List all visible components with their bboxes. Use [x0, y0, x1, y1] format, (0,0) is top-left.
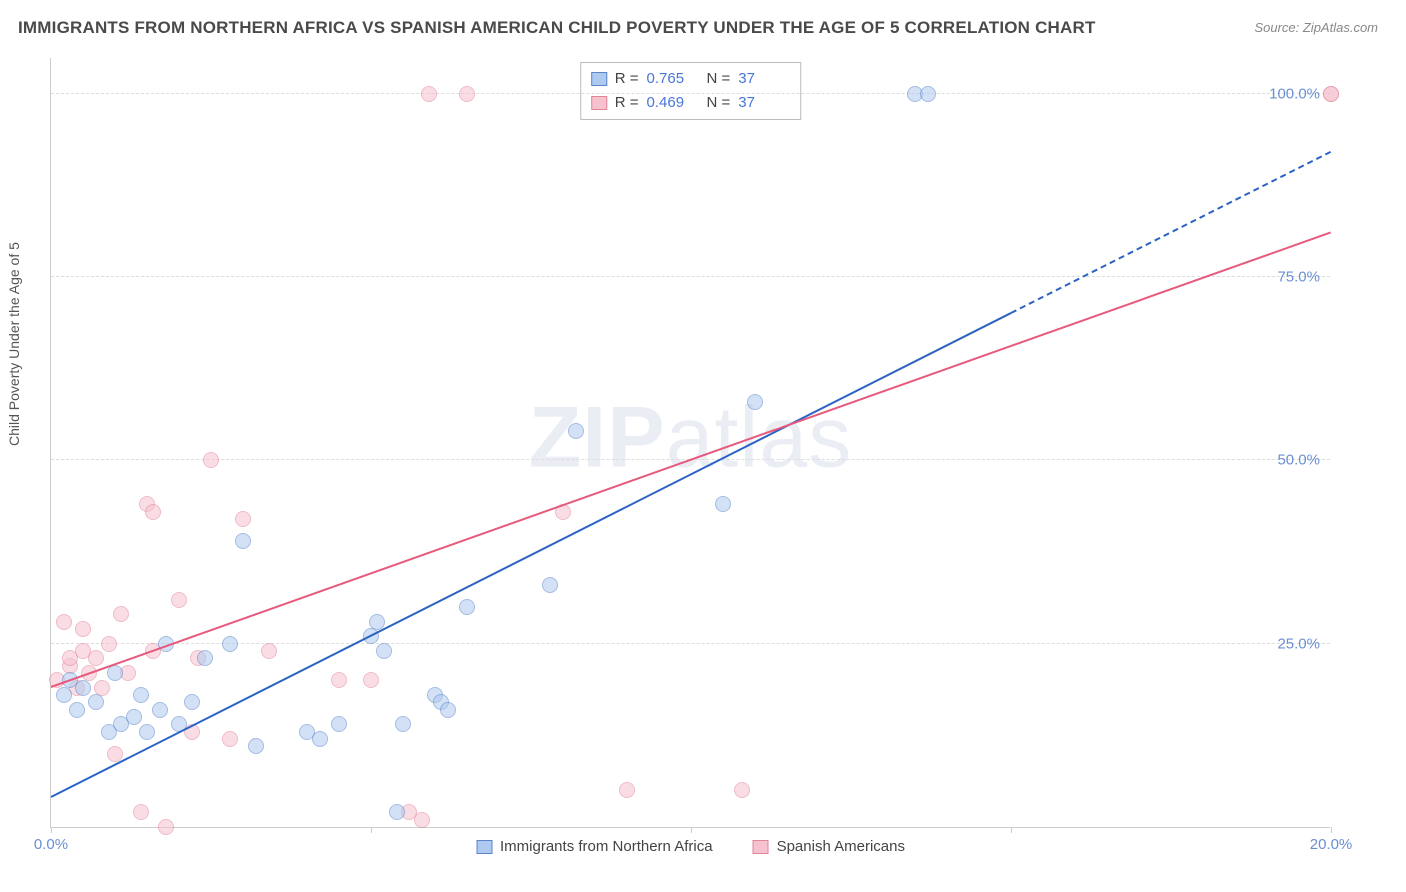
data-point	[88, 694, 104, 710]
x-tick-label: 20.0%	[1310, 836, 1353, 853]
r-value: 0.469	[647, 91, 699, 115]
legend-label: Spanish Americans	[777, 838, 905, 855]
data-point	[56, 614, 72, 630]
y-tick-label: 100.0%	[1269, 85, 1320, 102]
data-point	[222, 636, 238, 652]
stat-row-pink: R = 0.469 N = 37	[591, 91, 791, 115]
r-value: 0.765	[647, 67, 699, 91]
data-point	[747, 394, 763, 410]
data-point	[145, 504, 161, 520]
gridline	[51, 93, 1330, 94]
legend-item-blue: Immigrants from Northern Africa	[476, 838, 713, 855]
data-point	[75, 680, 91, 696]
swatch-blue-icon	[591, 72, 607, 86]
data-point	[235, 533, 251, 549]
x-tick-mark	[1011, 827, 1012, 833]
data-point	[363, 672, 379, 688]
data-point	[248, 738, 264, 754]
correlation-stats-box: R = 0.765 N = 37 R = 0.469 N = 37	[580, 62, 802, 120]
data-point	[56, 687, 72, 703]
r-label: R =	[615, 67, 639, 91]
data-point	[421, 86, 437, 102]
data-point	[331, 672, 347, 688]
x-tick-mark	[51, 827, 52, 833]
data-point	[235, 511, 251, 527]
swatch-pink-icon	[753, 840, 769, 854]
source-attribution: Source: ZipAtlas.com	[1254, 20, 1378, 35]
data-point	[222, 731, 238, 747]
data-point	[1323, 86, 1339, 102]
data-point	[261, 643, 277, 659]
data-point	[69, 702, 85, 718]
data-point	[197, 650, 213, 666]
data-point	[619, 782, 635, 798]
x-tick-mark	[1331, 827, 1332, 833]
data-point	[101, 636, 117, 652]
data-point	[376, 643, 392, 659]
data-point	[920, 86, 936, 102]
series-legend: Immigrants from Northern Africa Spanish …	[476, 838, 905, 855]
y-tick-label: 75.0%	[1277, 269, 1320, 286]
scatter-plot-area: ZIPatlas R = 0.765 N = 37 R = 0.469 N = …	[50, 58, 1330, 828]
y-tick-label: 25.0%	[1277, 635, 1320, 652]
legend-label: Immigrants from Northern Africa	[500, 838, 713, 855]
data-point	[139, 724, 155, 740]
data-point	[75, 621, 91, 637]
n-value: 37	[738, 91, 790, 115]
legend-item-pink: Spanish Americans	[753, 838, 905, 855]
stat-row-blue: R = 0.765 N = 37	[591, 67, 791, 91]
x-tick-mark	[691, 827, 692, 833]
n-value: 37	[738, 67, 790, 91]
data-point	[158, 819, 174, 835]
data-point	[152, 702, 168, 718]
data-point	[107, 746, 123, 762]
data-point	[414, 812, 430, 828]
data-point	[459, 599, 475, 615]
y-tick-label: 50.0%	[1277, 452, 1320, 469]
gridline	[51, 643, 1330, 644]
swatch-pink-icon	[591, 96, 607, 110]
n-label: N =	[707, 67, 731, 91]
data-point	[715, 496, 731, 512]
data-point	[312, 731, 328, 747]
data-point	[203, 452, 219, 468]
x-tick-label: 0.0%	[34, 836, 68, 853]
data-point	[184, 694, 200, 710]
data-point	[331, 716, 347, 732]
data-point	[171, 592, 187, 608]
trend-line	[51, 312, 1012, 798]
gridline	[51, 276, 1330, 277]
data-point	[734, 782, 750, 798]
data-point	[389, 804, 405, 820]
n-label: N =	[707, 91, 731, 115]
y-axis-label: Child Poverty Under the Age of 5	[6, 242, 22, 446]
data-point	[126, 709, 142, 725]
data-point	[113, 606, 129, 622]
swatch-blue-icon	[476, 840, 492, 854]
data-point	[568, 423, 584, 439]
data-point	[440, 702, 456, 718]
x-tick-mark	[371, 827, 372, 833]
data-point	[94, 680, 110, 696]
chart-title: IMMIGRANTS FROM NORTHERN AFRICA VS SPANI…	[18, 18, 1096, 38]
data-point	[88, 650, 104, 666]
data-point	[459, 86, 475, 102]
data-point	[395, 716, 411, 732]
data-point	[133, 687, 149, 703]
data-point	[542, 577, 558, 593]
r-label: R =	[615, 91, 639, 115]
data-point	[133, 804, 149, 820]
data-point	[107, 665, 123, 681]
